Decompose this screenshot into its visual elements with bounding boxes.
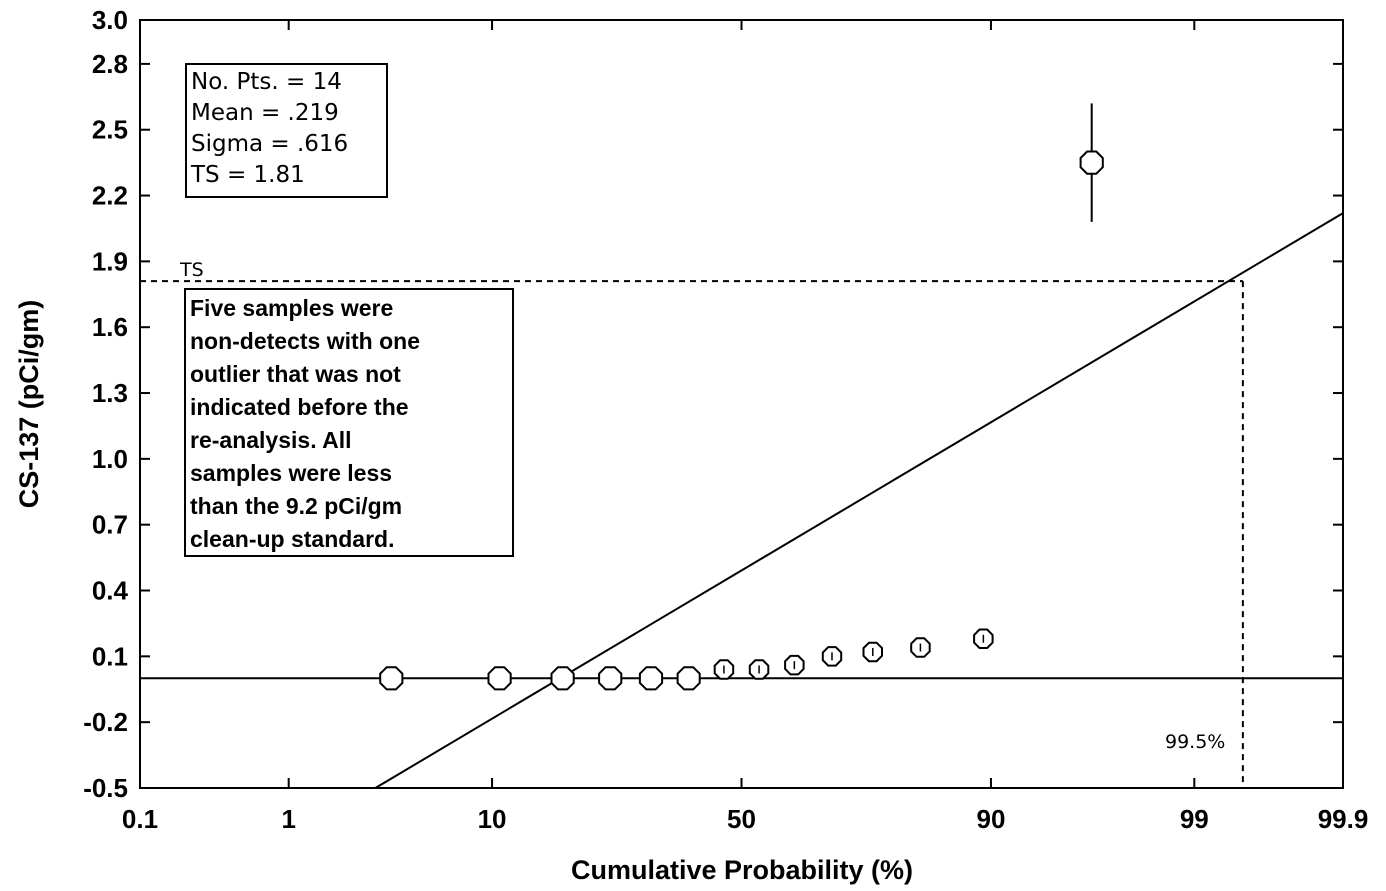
x-tick-label: 10 (478, 804, 507, 834)
x-tick-labels: 0.1 1 10 50 90 99 99.9 (122, 804, 1368, 834)
note-line: outlier that was not (190, 361, 401, 387)
x-tick-label: 50 (727, 804, 756, 834)
data-point (379, 666, 404, 691)
x-tick-label: 99.9 (1318, 804, 1369, 834)
ts-label: TS (179, 259, 204, 281)
y-tick-label: 0.4 (92, 576, 129, 606)
y-tick-label: 2.2 (92, 181, 128, 211)
x-tick-label: 99 (1180, 804, 1209, 834)
data-points (379, 150, 1104, 691)
y-tick-label: 1.9 (92, 246, 128, 276)
y-tick-label: 1.0 (92, 444, 128, 474)
x-tick-label: 90 (976, 804, 1005, 834)
note-line: samples were less (190, 460, 393, 486)
chart-lines (140, 103, 1344, 789)
data-point (638, 666, 664, 691)
stats-box: No. Pts. = 14 Mean = .219 Sigma = .616 T… (185, 63, 388, 198)
note-box: Five samples were non-detects with one o… (184, 288, 514, 557)
stats-sigma: Sigma = .616 (191, 131, 349, 157)
y-tick-label: 1.3 (92, 378, 128, 408)
x-tick-label: 0.1 (122, 804, 158, 834)
plot-frame (139, 19, 1344, 789)
y-tick-label: -0.5 (83, 773, 128, 803)
data-point (487, 666, 512, 691)
data-point (676, 666, 701, 691)
y-tick-label: 1.6 (92, 312, 128, 342)
y-tick-label: 0.1 (92, 641, 128, 671)
stats-npts: No. Pts. = 14 (191, 69, 342, 95)
y-tick-label: 3.0 (92, 5, 128, 35)
y-tick-labels: 3.0 2.8 2.5 2.2 1.9 1.6 1.3 1.0 0.7 0.4 0.1 -0.2 -0.… (83, 5, 128, 803)
data-point (1079, 150, 1104, 175)
y-tick-label: -0.2 (83, 707, 128, 737)
x-axis-title: Cumulative Probability (%) (571, 855, 913, 885)
note-line: indicated before the (190, 394, 409, 420)
note-line: re-analysis. All (190, 427, 352, 453)
stats-ts: TS = 1.81 (191, 162, 305, 188)
y-tick-label: 2.5 (92, 115, 128, 145)
data-point (598, 666, 623, 691)
note-line: non-detects with one (190, 328, 420, 354)
note-line: Five samples were (190, 295, 394, 321)
note-line: clean-up standard. (190, 526, 395, 552)
ts-probability-label: 99.5% (1165, 731, 1225, 753)
y-tick-label: 0.7 (92, 510, 128, 540)
x-tick-label: 1 (281, 804, 295, 834)
note-line: than the 9.2 pCi/gm (190, 493, 403, 519)
stats-mean: Mean = .219 (191, 100, 339, 126)
y-axis-title: CS-137 (pCi/gm) (14, 300, 44, 509)
y-tick-label: 2.8 (92, 49, 128, 79)
data-point (550, 666, 575, 691)
fit-line (374, 212, 1344, 789)
